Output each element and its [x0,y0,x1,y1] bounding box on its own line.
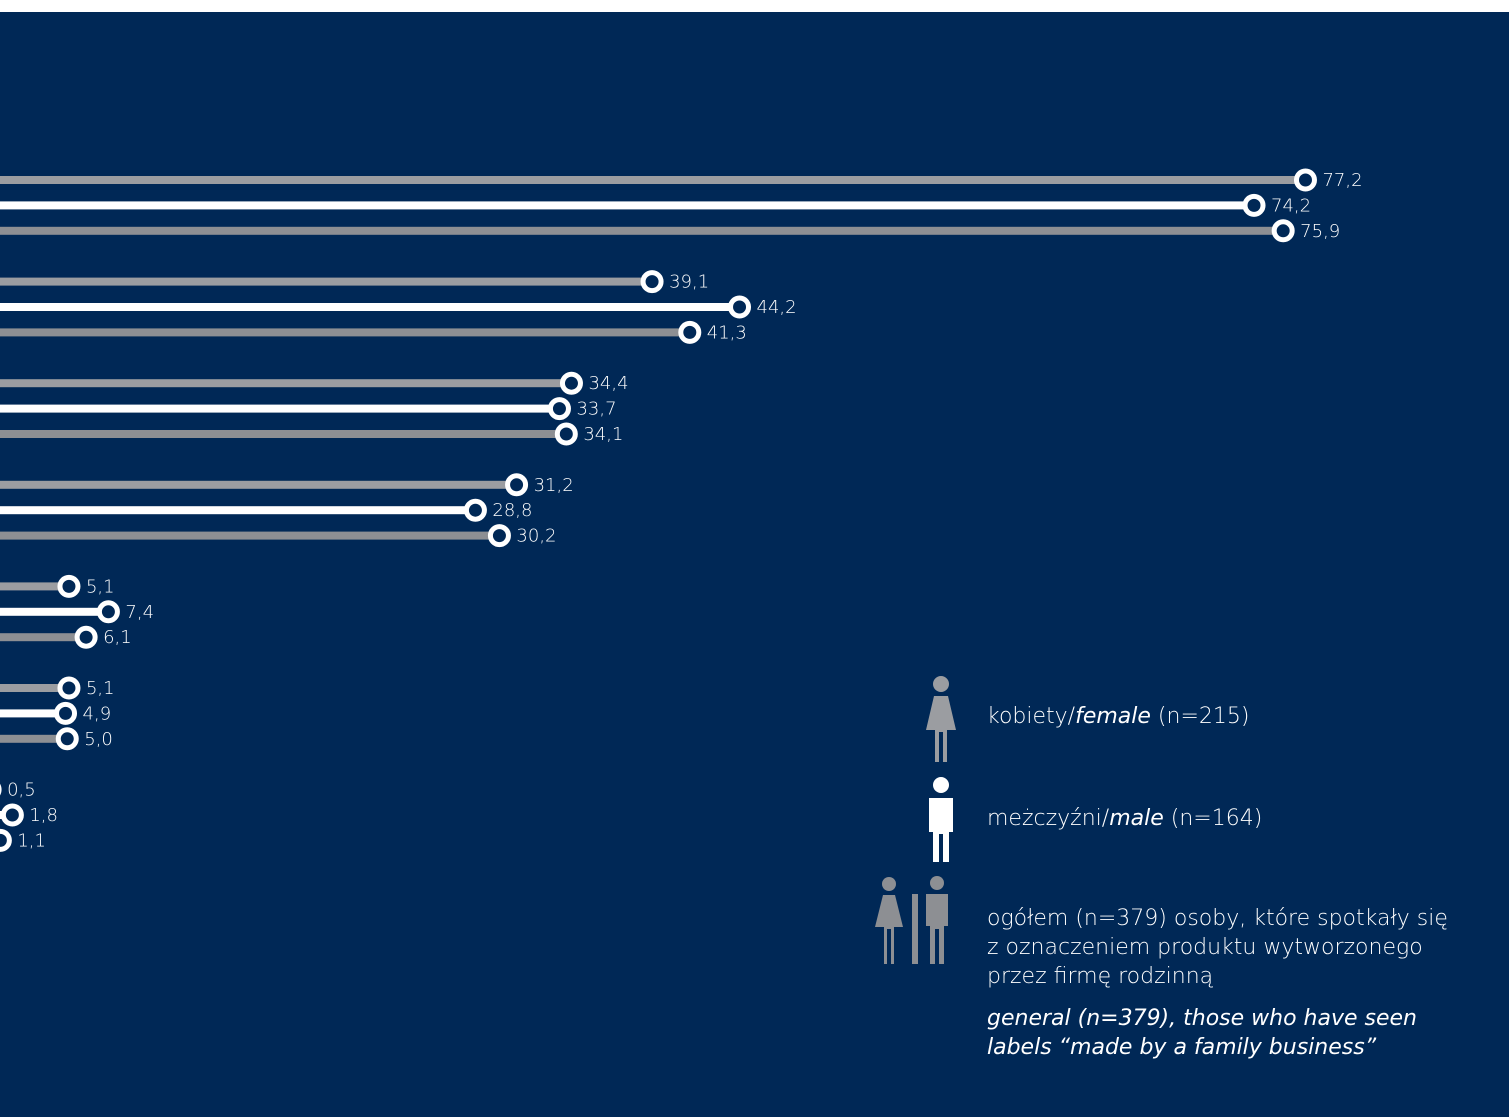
man-icon [929,777,953,862]
bar-general-5 [0,633,87,642]
bar-general-3 [0,430,567,438]
bar-general-1 [0,226,1284,235]
value-label-male-6: 4,9 [83,703,112,724]
value-label-female-4: 31,2 [534,475,574,496]
bar-male-4 [0,506,476,515]
marker-general-7 [0,828,12,852]
value-label-female-2: 39,1 [669,272,709,293]
value-label-female-3: 34,4 [588,373,628,394]
bar-female-6 [0,684,69,692]
value-label-general-2: 41,3 [707,322,747,343]
bar-female-2 [0,277,653,286]
marker-female-5 [57,574,81,598]
bar-male-5 [0,607,109,616]
value-label-female-6: 5,1 [86,678,115,699]
bar-general-4 [0,531,500,540]
marker-general-5 [74,625,98,649]
marker-general-3 [554,422,578,446]
legend-label-female: kobiety/female (n=215) [987,704,1250,729]
bar-general-6 [0,734,68,743]
bar-female-1 [0,176,1306,184]
bar-female-4 [0,480,517,489]
bar-female-3 [0,379,572,388]
marker-male-3 [547,397,571,421]
bar-general-2 [0,328,690,337]
marker-general-2 [678,320,702,344]
woman-icon [926,676,956,762]
value-label-female-7: 0,5 [7,780,36,801]
marker-female-6 [57,676,81,700]
marker-general-4 [487,524,511,548]
marker-male-1 [1242,193,1266,217]
marker-general-6 [55,727,79,751]
marker-male-5 [96,600,120,624]
marker-female-3 [559,371,583,395]
bar-male-6 [0,709,66,718]
bar-male-1 [0,201,1255,210]
bars-layer: 77,2 74,2 75,9 39,1 44,2 41,3 34,4 33,7 34,1 31,2… [0,168,1363,852]
marker-female-2 [640,270,664,294]
marker-male-4 [463,498,487,522]
value-label-female-5: 5,1 [86,576,115,597]
marker-female-4 [505,473,529,497]
value-label-male-2: 44,2 [757,297,797,318]
value-label-general-7: 1,1 [17,830,46,851]
bar-male-2 [0,303,740,311]
woman-icon-head [933,676,949,692]
value-label-general-4: 30,2 [516,526,556,547]
woman-and-man-icon [875,876,948,964]
bar-female-5 [0,582,69,591]
marker-male-6 [54,701,78,725]
value-label-male-1: 74,2 [1271,195,1311,216]
top-white-band [0,0,1509,12]
marker-male-2 [728,295,752,319]
value-label-general-5: 6,1 [103,627,132,648]
marker-male-7 [0,803,24,827]
legend-label-male: meżczyźni/male (n=164) [987,806,1263,831]
value-label-male-7: 1,8 [29,805,58,826]
value-label-female-1: 77,2 [1322,170,1362,191]
marker-general-1 [1271,219,1295,243]
legend-label-general: ogółem (n=379) osoby, które spotkały się… [987,906,1448,1060]
marker-female-1 [1293,168,1317,192]
value-label-general-1: 75,9 [1300,221,1340,242]
value-label-male-4: 28,8 [492,500,532,521]
value-label-general-6: 5,0 [84,729,113,750]
value-label-male-3: 33,7 [576,399,616,420]
bar-male-3 [0,404,560,413]
value-label-general-3: 34,1 [583,424,623,445]
value-label-male-5: 7,4 [125,602,154,623]
